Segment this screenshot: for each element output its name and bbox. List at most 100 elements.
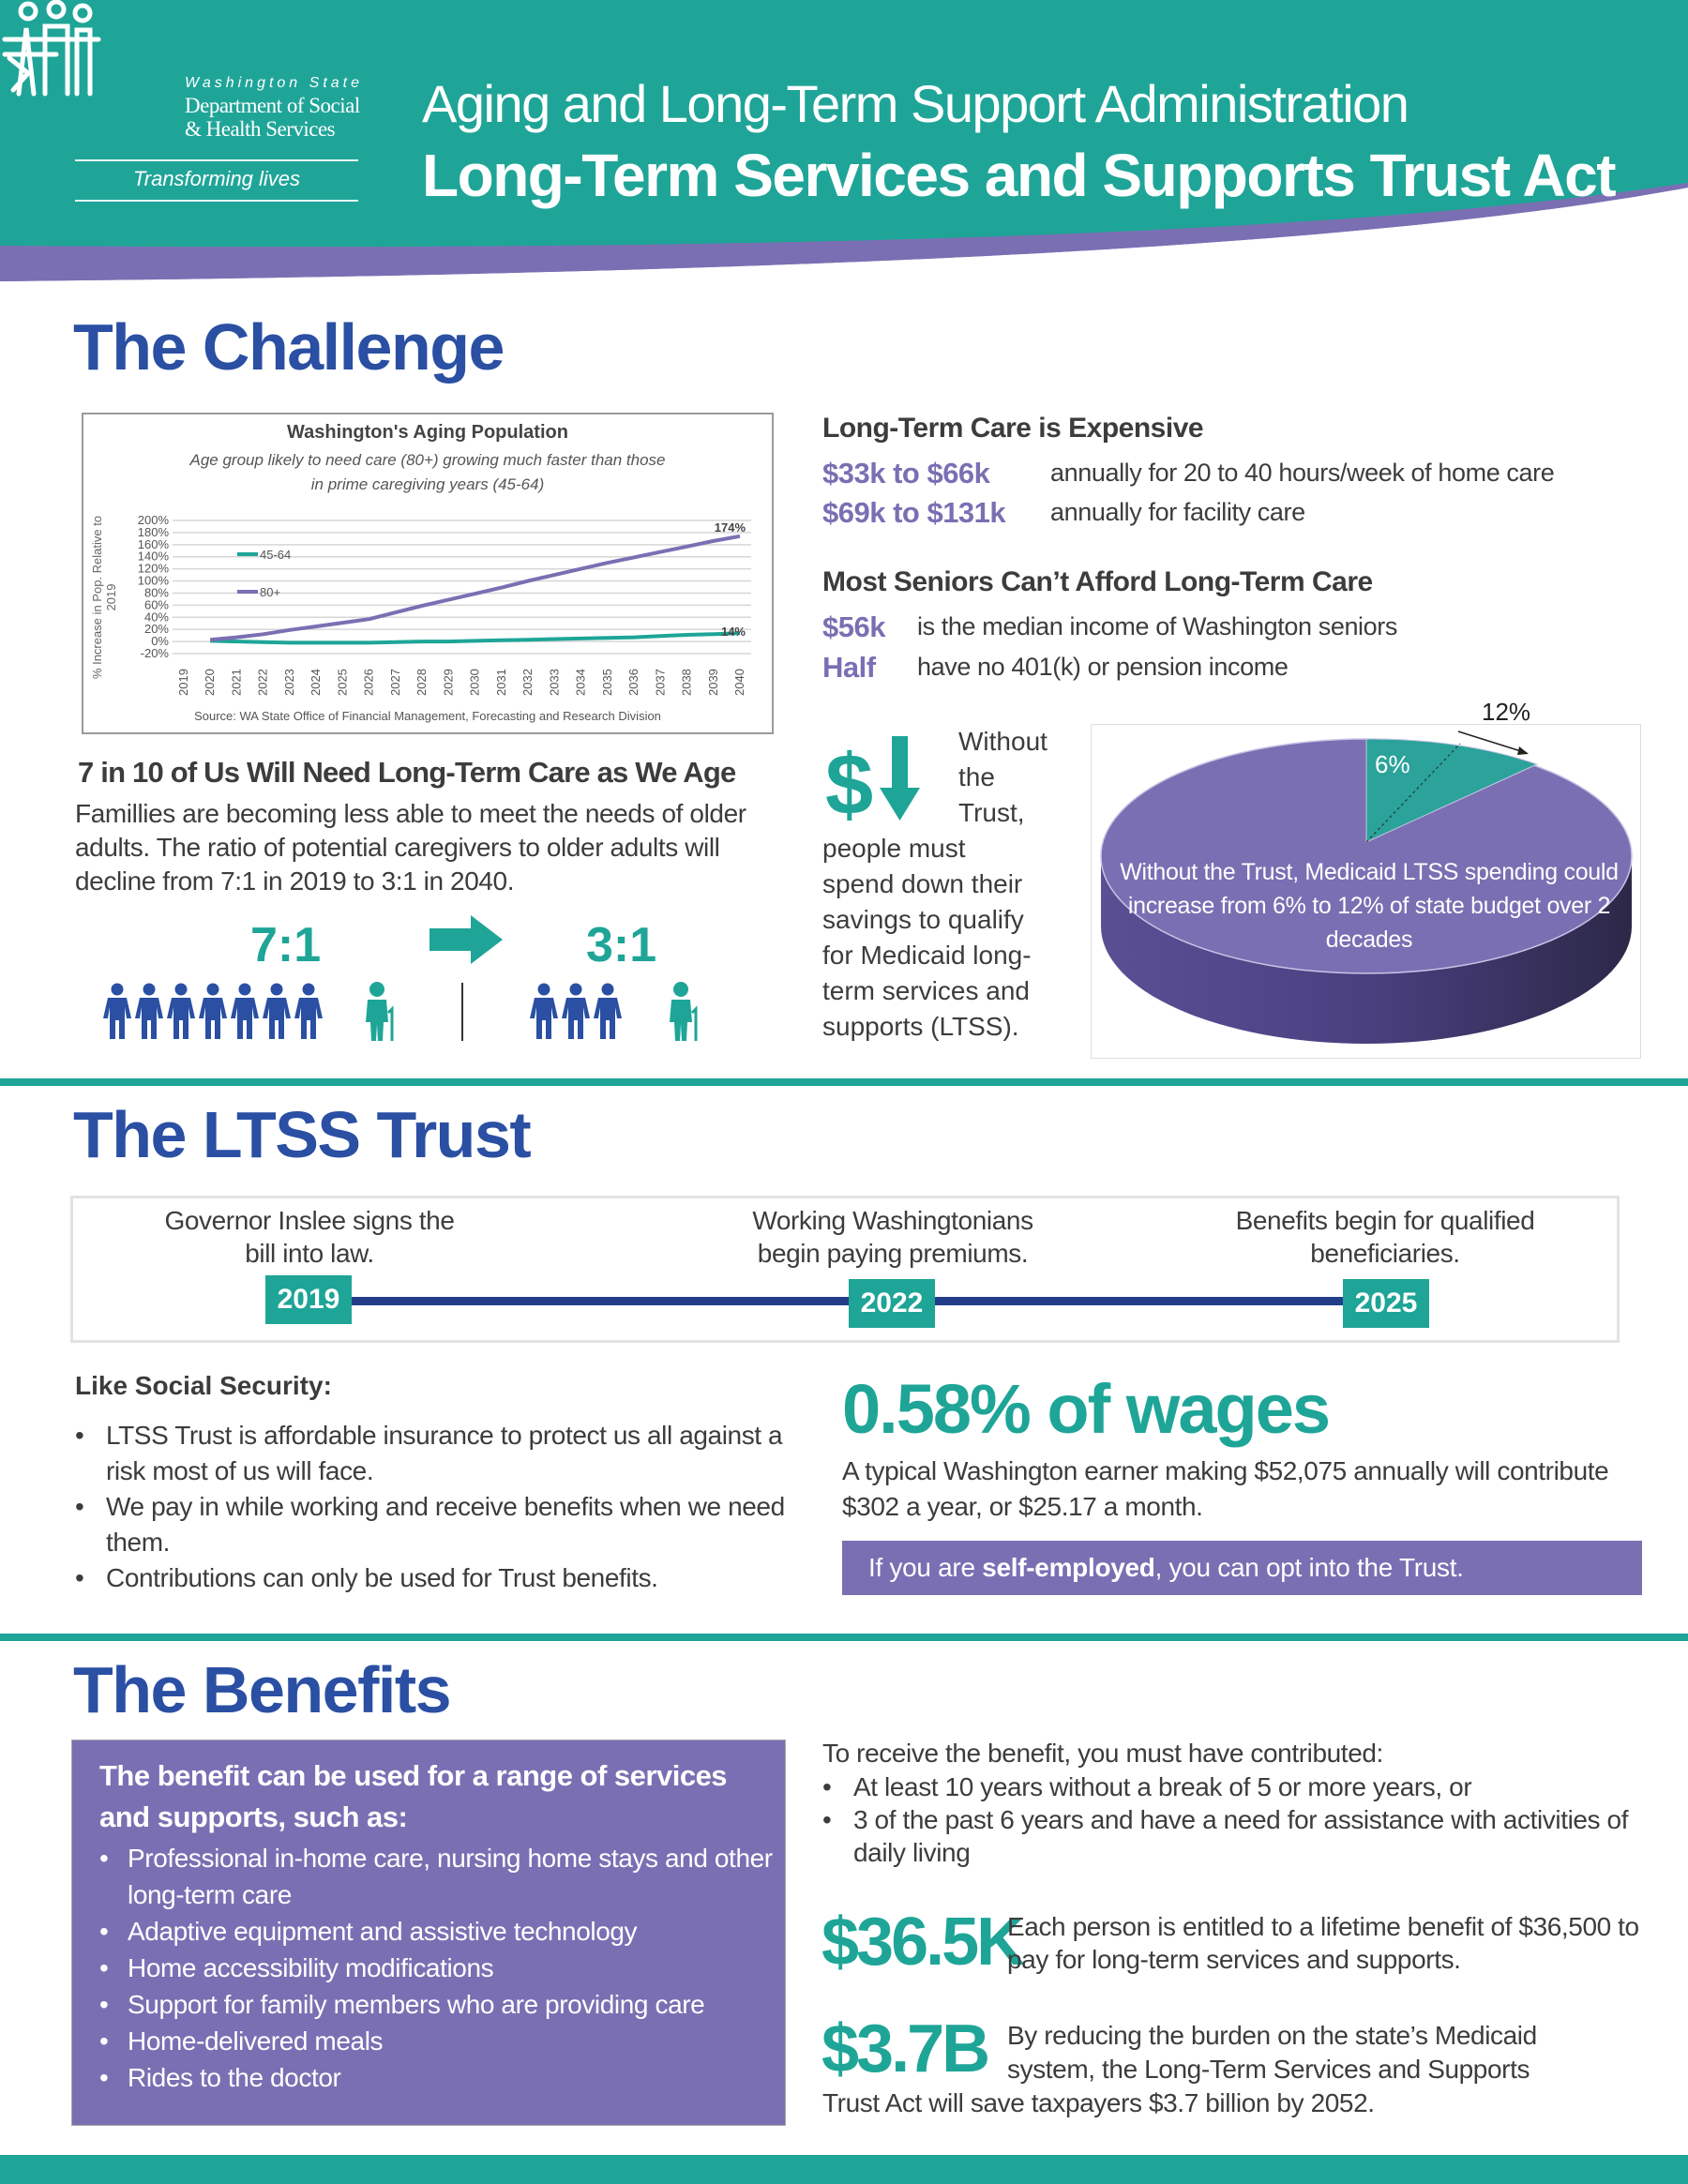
svg-text:60%: 60% [144,597,169,611]
svg-text:2035: 2035 [600,669,614,696]
caregiver-person-icon [293,983,324,1045]
timeline-label-2022: Working Washingtonians begin paying premi… [752,1206,1033,1268]
benefits-box-heading: The benefit can be used for a range of s… [99,1759,728,1833]
ratio-paragraph: Famillies are becoming less able to meet… [75,799,746,896]
svg-text:2038: 2038 [680,669,694,696]
svg-text:2029: 2029 [441,669,455,696]
svg-text:2040: 2040 [732,669,746,696]
median-income-desc: is the median income of Washington senio… [917,612,1397,640]
pie-arrow-icon [1457,731,1529,755]
spend-down-text-short: Without the Trust, [958,727,1047,827]
svg-text:2037: 2037 [653,669,667,696]
section-divider [0,1634,1688,1641]
svg-text:$: $ [825,737,873,833]
list-item: LTSS Trust is affordable insurance to pr… [75,1418,788,1489]
logo-divider-top [75,159,358,161]
facility-care-cost: $69k to $131k [822,496,1006,529]
caregiver-person-icon [165,983,197,1045]
list-item: Support for family members who are provi… [99,1986,784,2023]
caregiver-person-icon [261,983,293,1045]
section-heading-challenge: The Challenge [73,310,505,384]
list-item: Professional in-home care, nursing home … [99,1840,784,1913]
half-value: Half [822,651,876,684]
svg-text:2020: 2020 [203,669,217,696]
timeline-line [272,1297,1416,1305]
caregivers-3-icons [528,983,624,1046]
list-item: At least 10 years without a break of 5 o… [822,1770,1648,1803]
list-item: Contributions can only be used for Trust… [75,1560,788,1596]
pie-label-6: 6% [1375,750,1410,778]
dollar-down-arrow-icon: $ [825,736,920,833]
caregiver-person-icon [101,983,133,1045]
svg-text:0%: 0% [151,634,169,648]
afford-heading: Most Seniors Can’t Afford Long-Term Care [822,566,1373,597]
benefits-list: Professional in-home care, nursing home … [99,1840,784,2096]
pie-graphic [1100,738,1633,1044]
svg-text:20%: 20% [144,622,169,636]
older-adult-icon [366,982,394,1041]
timeline-year-2025: 2025 [1343,1279,1429,1328]
svg-text:2027: 2027 [388,669,402,696]
list-item: We pay in while working and receive bene… [75,1489,788,1560]
ratio-from: 7:1 [250,918,322,972]
page-header: Washington State Department of Social & … [0,0,1688,309]
home-care-cost: $33k to $66k [822,457,990,490]
svg-text:80+: 80+ [260,585,280,599]
chart-subtitle: Age group likely to need care (80+) grow… [189,451,666,493]
svg-text:40%: 40% [144,610,169,624]
ratio-divider [461,983,463,1041]
svg-text:2039: 2039 [706,669,720,696]
spend-down-text: people must spend down their savings to … [822,834,1032,1041]
caregiver-person-icon [229,983,261,1045]
page-footer-band [0,2155,1688,2184]
svg-text:2019: 2019 [176,669,190,696]
wages-rate: 0.58% of wages [842,1370,1331,1448]
caregiver-person-icon [197,983,229,1045]
facility-care-desc: annually for facility care [1050,498,1305,526]
svg-text:200%: 200% [138,513,170,527]
logo-department-name: Department of Social & Health Services [185,94,360,141]
header-wave-background [0,0,1688,281]
svg-text:180%: 180% [138,525,170,539]
taxpayer-savings-desc-l1: By reducing the burden on the state’s Me… [1007,2021,1537,2050]
median-income-value: $56k [822,610,885,643]
ratio-to: 3:1 [586,918,657,972]
lifetime-benefit-desc: Each person is entitled to a lifetime be… [1007,1912,1639,1974]
section-heading-ltss-trust: The LTSS Trust [73,1098,532,1171]
svg-text:2033: 2033 [547,669,561,696]
list-item: 3 of the past 6 years and have a need fo… [822,1803,1648,1869]
list-item: Rides to the doctor [99,2059,784,2096]
svg-text:2024: 2024 [309,669,323,696]
taxpayer-savings-value: $3.7B [821,2011,990,2086]
header-title: Long-Term Services and Supports Trust Ac… [422,142,1617,209]
section-divider [0,1078,1688,1086]
self-employed-banner: If you are self-employed, you can opt in… [842,1541,1642,1595]
list-item: Home accessibility modifications [99,1950,784,1986]
timeline-label-2019: Governor Inslee signs the bill into law. [164,1206,455,1268]
svg-text:2025: 2025 [335,669,349,696]
half-desc: have no 401(k) or pension income [917,653,1289,681]
medicaid-pie-chart [1091,724,1641,1059]
svg-text:120%: 120% [138,562,170,576]
svg-text:100%: 100% [138,574,170,588]
svg-text:-20%: -20% [141,646,170,660]
chart-title: Washington's Aging Population [287,422,568,443]
caregiver-person-icon [528,983,560,1045]
lifetime-benefit-value: $36.5K [821,1905,1025,1980]
caregiver-person-icon [560,983,592,1045]
timeline-year-2019: 2019 [265,1275,352,1324]
eligibility-list: At least 10 years without a break of 5 o… [822,1770,1648,1869]
aging-population-chart: Washington's Aging Population Age group … [82,413,774,734]
svg-text:2031: 2031 [494,669,508,696]
caregiver-person-icon [592,983,624,1045]
svg-text:2023: 2023 [282,669,296,696]
header-subtitle: Aging and Long-Term Support Administrati… [422,74,1409,133]
svg-text:2032: 2032 [520,669,535,696]
svg-text:45-64: 45-64 [260,548,291,562]
home-care-desc: annually for 20 to 40 hours/week of home… [1050,459,1555,487]
pie-label-12: 12% [1482,698,1531,726]
svg-text:80%: 80% [144,585,169,599]
like-social-security-list: LTSS Trust is affordable insurance to pr… [75,1418,788,1596]
list-item: Home-delivered meals [99,2023,784,2059]
eligibility-heading: To receive the benefit, you must have co… [822,1739,1383,1768]
